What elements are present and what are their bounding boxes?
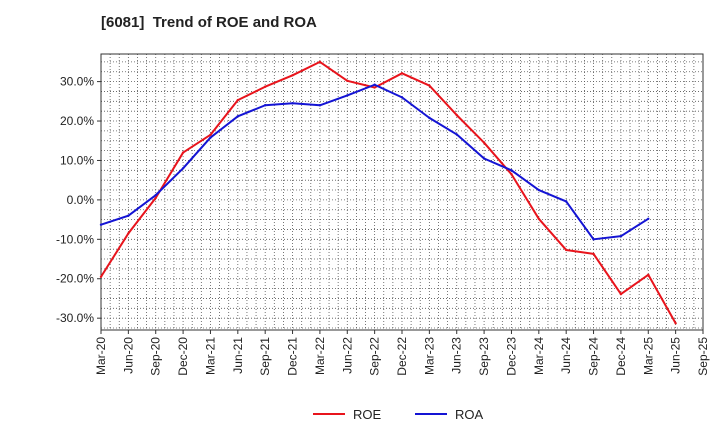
x-tick-label: Jun-21: [231, 337, 245, 374]
data-point-roa: [455, 133, 458, 136]
y-tick-label: 20.0%: [60, 114, 94, 128]
x-tick-label: Dec-20: [176, 337, 190, 376]
x-tick-label: Mar-20: [94, 337, 108, 375]
data-point-roa: [482, 157, 486, 160]
x-tick-label: Sep-25: [696, 337, 710, 376]
y-tick-label: -10.0%: [56, 232, 94, 246]
x-tick-label: Mar-24: [532, 337, 546, 375]
x-tick-label: Dec-23: [504, 337, 518, 376]
x-tick-label: Mar-25: [641, 337, 655, 375]
x-tick-label: Dec-21: [286, 337, 300, 376]
data-point-roa: [318, 104, 322, 107]
data-point-roe: [209, 133, 212, 137]
data-point-roa: [154, 193, 157, 197]
data-point-roe: [537, 217, 541, 221]
data-point-roe: [564, 248, 568, 252]
data-point-roe: [99, 275, 103, 278]
data-point-roe: [263, 85, 267, 88]
x-tick-label: Mar-23: [422, 337, 436, 375]
data-point-roa: [99, 223, 103, 226]
x-tick-label: Sep-20: [149, 337, 163, 376]
data-point-roa: [428, 116, 431, 120]
data-point-roe: [455, 113, 458, 117]
data-point-roe: [318, 60, 322, 64]
data-point-roe: [181, 151, 185, 154]
x-tick-label: Jun-22: [340, 337, 354, 374]
data-point-roa: [209, 136, 212, 139]
x-tick-label: Jun-23: [450, 337, 464, 374]
data-point-roe: [482, 141, 486, 144]
data-point-roe: [236, 98, 240, 102]
y-tick-label: 30.0%: [60, 75, 94, 89]
legend-label-roa: ROA: [455, 407, 484, 422]
data-point-roa: [510, 169, 513, 172]
x-tick-label: Sep-22: [368, 337, 382, 376]
y-tick-label: 0.0%: [67, 193, 95, 207]
data-point-roe: [373, 86, 376, 89]
data-point-roa: [346, 94, 349, 97]
x-tick-label: Jun-20: [121, 337, 135, 374]
y-tick-label: -20.0%: [56, 272, 94, 286]
x-tick-label: Sep-24: [587, 337, 601, 376]
data-point-roa: [400, 96, 404, 99]
data-point-roa: [236, 115, 240, 118]
data-point-roa: [181, 167, 185, 170]
x-tick-label: Jun-24: [559, 337, 573, 374]
x-tick-label: Dec-22: [395, 337, 409, 376]
data-point-roe: [619, 292, 623, 296]
data-point-roa: [537, 188, 541, 192]
data-point-roe: [592, 252, 595, 256]
x-tick-label: Jun-25: [669, 337, 683, 374]
data-point-roa: [647, 217, 650, 221]
x-tick-label: Sep-23: [477, 337, 491, 376]
data-point-roe: [154, 196, 157, 200]
data-point-roe: [346, 79, 349, 83]
data-point-roe: [510, 173, 513, 176]
data-point-roe: [291, 74, 294, 77]
chart-title: [6081] Trend of ROE and ROA: [101, 14, 317, 31]
data-point-roa: [291, 102, 294, 105]
x-tick-label: Sep-21: [258, 337, 272, 376]
data-point-roa: [619, 234, 623, 238]
data-point-roe: [400, 72, 404, 75]
x-tick-label: Mar-22: [313, 337, 327, 375]
series-line-roe: [100, 60, 677, 324]
data-point-roe: [647, 273, 650, 276]
data-point-roe: [428, 84, 431, 87]
x-tick-label: Dec-24: [614, 337, 628, 376]
data-point-roa: [127, 214, 130, 217]
data-point-roa: [373, 83, 376, 86]
y-tick-label: -30.0%: [56, 311, 94, 325]
data-point-roe: [127, 232, 130, 235]
legend-label-roe: ROE: [353, 407, 382, 422]
data-point-roa: [263, 104, 267, 107]
data-point-roa: [564, 200, 568, 203]
data-point-roa: [592, 238, 595, 241]
data-point-roe: [674, 322, 677, 325]
y-tick-label: 10.0%: [60, 153, 94, 167]
x-tick-label: Mar-21: [203, 337, 217, 375]
